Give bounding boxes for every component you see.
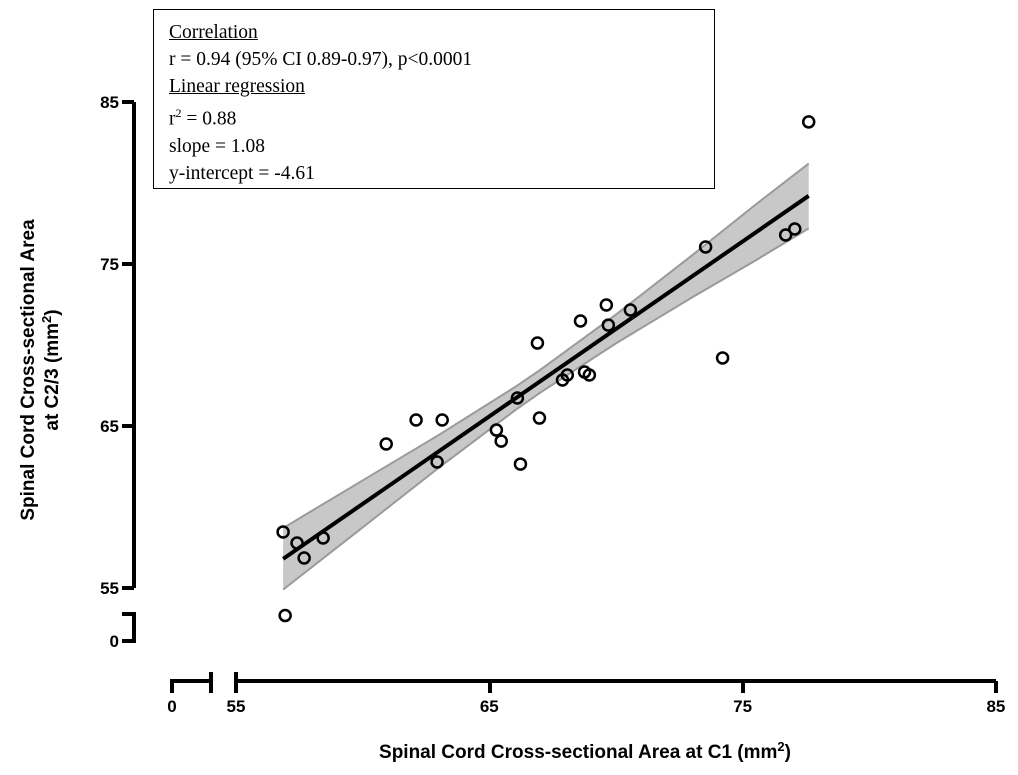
data-point <box>510 391 525 405</box>
y-tick-label: 0 <box>110 632 119 651</box>
data-point <box>435 413 449 427</box>
data-point <box>532 411 547 425</box>
data-point <box>623 303 638 317</box>
x-axis-main <box>234 672 998 693</box>
data-points <box>276 115 816 623</box>
y-axis-label-line2: at C2/3 (mm2) <box>39 309 63 430</box>
data-point <box>788 222 802 236</box>
data-point <box>290 536 304 550</box>
confidence-band-lower <box>282 227 810 591</box>
x-tick-label: 65 <box>480 697 499 716</box>
y-axis-label-line1: Spinal Cord Cross-sectional Area <box>18 219 39 521</box>
data-point <box>297 551 311 565</box>
data-point <box>494 434 508 448</box>
tick-labels: 0 55 65 75 85 0 55 65 75 85 <box>100 93 1005 716</box>
regression-heading: Linear regression <box>169 76 305 97</box>
data-point <box>599 298 614 312</box>
data-point <box>715 351 730 365</box>
data-point <box>778 228 793 242</box>
correlation-heading: Correlation <box>169 22 258 43</box>
data-point <box>582 368 597 382</box>
data-point <box>379 437 393 451</box>
x-axis-break-segment <box>170 672 213 693</box>
r-squared-text: r2 = 0.88 <box>169 106 237 130</box>
data-point <box>276 525 290 539</box>
data-point <box>560 368 575 382</box>
confidence-band-upper <box>282 162 810 529</box>
intercept-text: y-intercept = -4.61 <box>169 162 315 184</box>
y-axis-break-segment <box>122 612 136 643</box>
y-tick-label: 65 <box>100 417 119 436</box>
slope-text: slope = 1.08 <box>169 135 266 157</box>
x-tick-label: 0 <box>167 697 176 716</box>
y-tick-label: 55 <box>100 579 119 598</box>
data-point <box>409 413 423 427</box>
data-point <box>489 423 504 437</box>
statistics-box: Correlation r = 0.94 (95% CI 0.89-0.97),… <box>153 9 715 189</box>
x-tick-label: 55 <box>227 697 246 716</box>
x-tick-label: 75 <box>733 697 752 716</box>
data-point <box>601 318 616 332</box>
data-point <box>430 455 444 469</box>
data-point <box>278 608 292 623</box>
data-point <box>530 336 545 350</box>
regression-line-layer <box>281 194 810 561</box>
regression-line <box>281 194 810 561</box>
data-point <box>698 240 713 254</box>
x-tick-label: 85 <box>986 697 1005 716</box>
y-tick-label: 85 <box>100 93 119 112</box>
correlation-text: r = 0.94 (95% CI 0.89-0.97), p<0.0001 <box>169 49 473 70</box>
x-axis-label: Spinal Cord Cross-sectional Area at C1 (… <box>379 739 791 763</box>
data-point <box>801 115 816 129</box>
axes <box>122 100 998 693</box>
data-point <box>573 314 588 328</box>
data-point <box>316 531 330 545</box>
y-axis-main <box>122 100 136 590</box>
y-tick-label: 75 <box>100 255 119 274</box>
data-point <box>513 457 528 471</box>
